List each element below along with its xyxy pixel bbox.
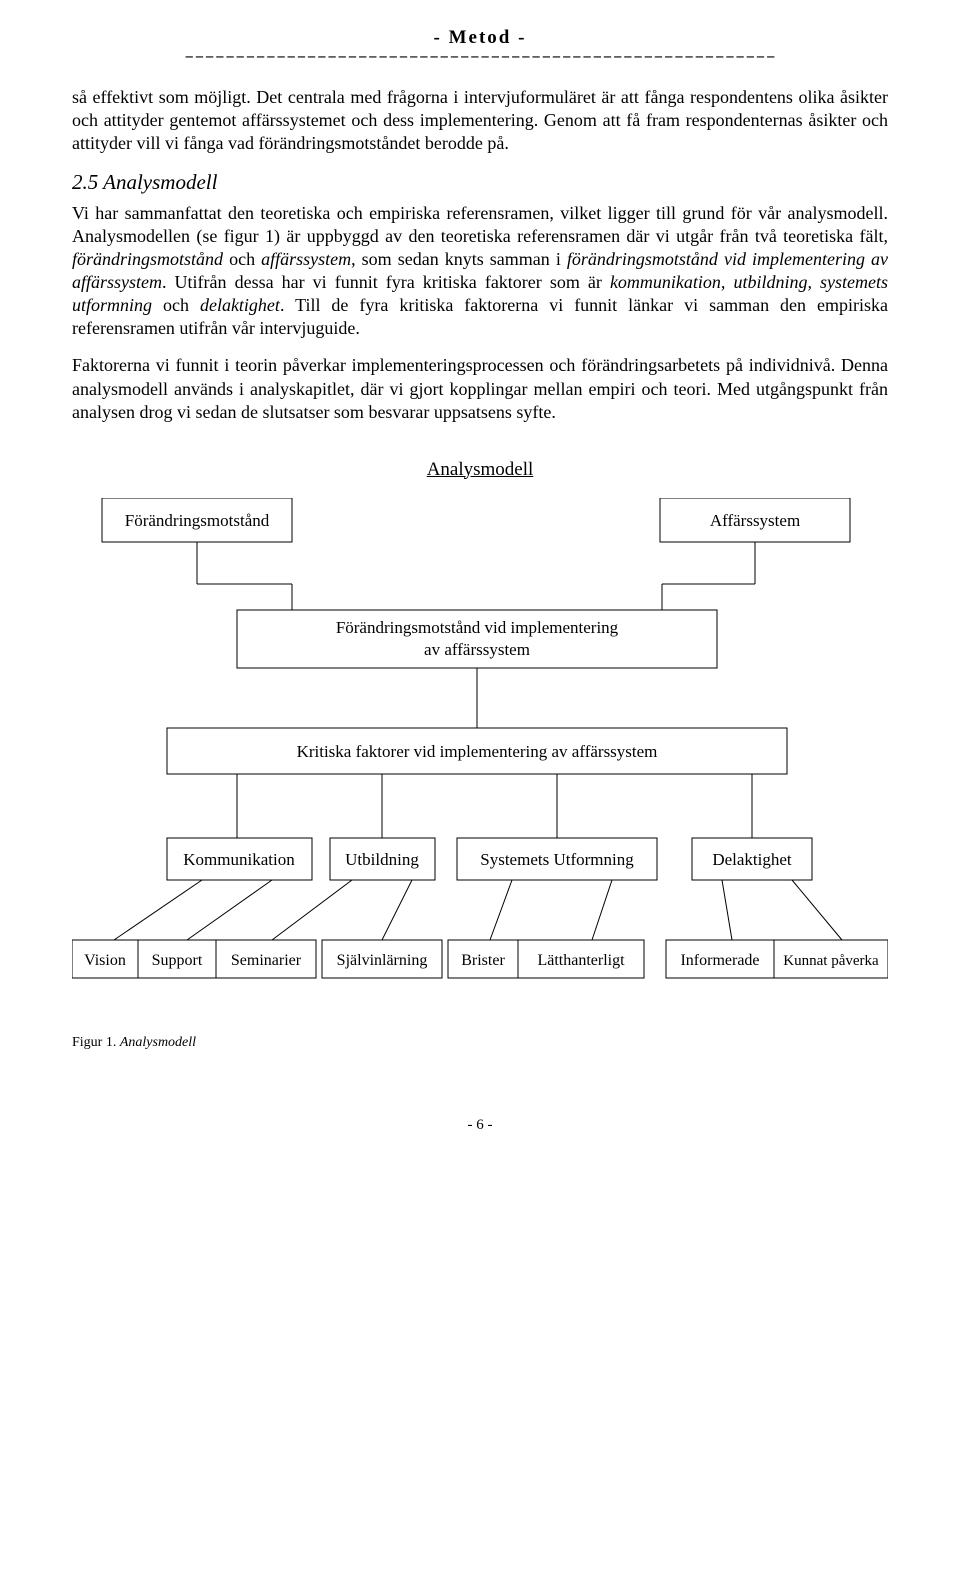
node-forandring-vid-impl: Förändringsmotstånd vid implementering a…	[237, 610, 717, 668]
node-affarssystem-label: Affärssystem	[710, 511, 800, 530]
section-heading: 2.5 Analysmodell	[72, 169, 888, 196]
p2-italic-5: delaktighet	[200, 295, 280, 315]
node-forandringsmotstand: Förändringsmotstånd	[102, 498, 292, 542]
page-header-rule: ––––––––––––––––––––––––––––––––––––––––…	[72, 49, 888, 66]
leaf-sjalvinlarning: Självinlärning	[337, 952, 428, 969]
paragraph-3: Faktorerna vi funnit i teorin påverkar i…	[72, 354, 888, 423]
leaf-support: Support	[152, 952, 203, 969]
analysmodell-diagram: Förändringsmotstånd Affärssystem Förändr…	[72, 498, 888, 1052]
caption-prefix: Figur 1.	[72, 1035, 120, 1050]
analysmodell-svg: Förändringsmotstånd Affärssystem Förändr…	[72, 498, 888, 1018]
p2-run: och	[223, 249, 261, 269]
page-header-title: - Metod -	[72, 26, 888, 50]
node-kommunikation-label: Kommunikation	[183, 850, 295, 869]
node-delaktighet-label: Delaktighet	[712, 850, 792, 869]
diagram-title: Analysmodell	[72, 458, 888, 482]
p2-run: och	[152, 295, 200, 315]
figure-caption: Figur 1. Analysmodell	[72, 1034, 888, 1052]
leaf-latthanterligt: Lätthanterligt	[537, 952, 625, 969]
node-kritiska-faktorer-label: Kritiska faktorer vid implementering av …	[297, 742, 658, 761]
caption-rest: Analysmodell	[120, 1035, 196, 1050]
node-kommunikation: Kommunikation	[167, 838, 312, 880]
leaf-informerade: Informerade	[680, 952, 759, 969]
node-kritiska-faktorer: Kritiska faktorer vid implementering av …	[167, 728, 787, 774]
node-utbildning: Utbildning	[330, 838, 435, 880]
p2-run: Vi har sammanfattat den teoretiska och e…	[72, 203, 888, 246]
p2-italic-2: affärssystem	[261, 249, 351, 269]
page-number: - 6 -	[72, 1116, 888, 1135]
p2-run: , som sedan knyts samman i	[351, 249, 567, 269]
leaf-brister: Brister	[461, 952, 505, 969]
node-affarssystem: Affärssystem	[660, 498, 850, 542]
paragraph-1: så effektivt som möjligt. Det centrala m…	[72, 86, 888, 155]
node-systemets-utformning-label: Systemets Utformning	[480, 850, 634, 869]
node-systemets-utformning: Systemets Utformning	[457, 838, 657, 880]
p2-run: . Utifrån dessa har vi funnit fyra kriti…	[162, 272, 610, 292]
node-forandring-vid-impl-line1: Förändringsmotstånd vid implementering	[336, 618, 619, 637]
node-utbildning-label: Utbildning	[345, 850, 419, 869]
p2-italic-1: förändringsmotstånd	[72, 249, 223, 269]
node-forandring-vid-impl-line2: av affärssystem	[424, 640, 530, 659]
leaf-seminarier: Seminarier	[231, 952, 302, 969]
leaf-kunnat-paverka: Kunnat påverka	[783, 953, 879, 969]
node-forandringsmotstand-label: Förändringsmotstånd	[125, 511, 270, 530]
leaf-vision: Vision	[84, 952, 126, 969]
paragraph-2: Vi har sammanfattat den teoretiska och e…	[72, 202, 888, 340]
node-delaktighet: Delaktighet	[692, 838, 812, 880]
